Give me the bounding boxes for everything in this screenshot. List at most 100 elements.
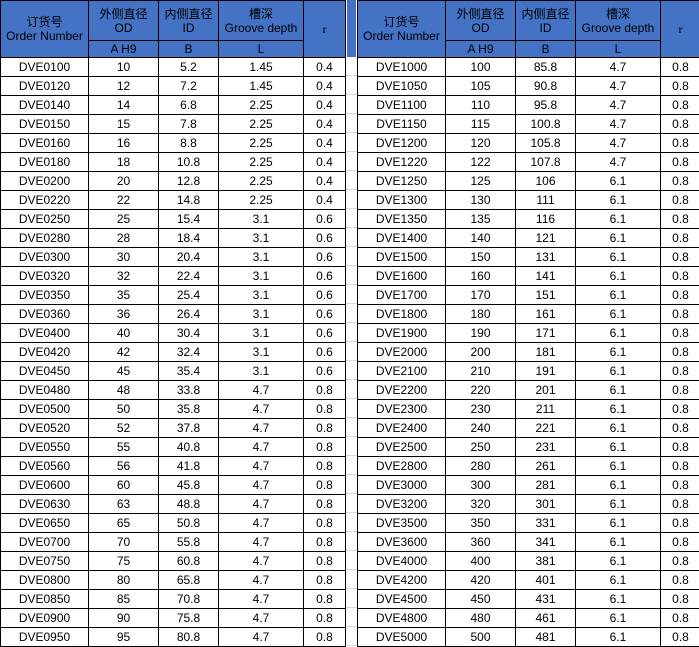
groove-depth-cell: 4.7 <box>218 570 304 590</box>
table-row: DVE0550 55 40.8 4.7 0.8 <box>0 437 346 457</box>
groove-depth-subheader: L <box>575 40 661 58</box>
table-row: DVE1700 170 151 6.1 0.8 <box>357 285 699 305</box>
id-cell: 32.4 <box>158 342 219 362</box>
od-header: 外侧直径 OD <box>88 0 159 41</box>
groove-depth-cell: 4.7 <box>218 399 304 419</box>
table-row: DVE2000 200 181 6.1 0.8 <box>357 342 699 362</box>
groove-depth-cell: 6.1 <box>575 342 661 362</box>
order-number-cell: DVE0280 <box>0 228 89 248</box>
r-cell: 0.6 <box>303 285 346 305</box>
order-number-cell: DVE0350 <box>0 285 89 305</box>
gutter-cell <box>346 95 357 114</box>
id-cell: 107.8 <box>515 152 576 172</box>
od-cell: 20 <box>88 171 159 191</box>
od-cell: 22 <box>88 190 159 210</box>
od-cell: 42 <box>88 342 159 362</box>
groove-depth-cell: 6.1 <box>575 608 661 628</box>
r-cell: 0.8 <box>660 380 699 400</box>
od-subheader: A H9 <box>445 40 516 58</box>
table-row: DVE2200 220 201 6.1 0.8 <box>357 380 699 400</box>
od-cell: 18 <box>88 152 159 172</box>
r-cell: 0.8 <box>660 361 699 381</box>
table-row: DVE4200 420 401 6.1 0.8 <box>357 570 699 590</box>
id-header-en: ID <box>539 20 552 35</box>
order-number-cell: DVE1350 <box>357 209 446 229</box>
od-header-zh: 外侧直径 <box>99 6 148 21</box>
table-row: DVE2300 230 211 6.1 0.8 <box>357 399 699 419</box>
order-number-cell: DVE0220 <box>0 190 89 210</box>
r-cell: 0.8 <box>660 57 699 77</box>
gutter-cell <box>346 551 357 570</box>
groove-depth-cell: 6.1 <box>575 190 661 210</box>
od-header-en: OD <box>471 20 490 35</box>
gutter-cell <box>346 133 357 152</box>
table-row: DVE3600 360 341 6.1 0.8 <box>357 532 699 552</box>
order-number-cell: DVE3000 <box>357 475 446 495</box>
od-cell: 300 <box>445 475 516 495</box>
order-number-cell: DVE0420 <box>0 342 89 362</box>
id-cell: 281 <box>515 475 576 495</box>
od-cell: 125 <box>445 171 516 191</box>
groove-depth-cell: 6.1 <box>575 266 661 286</box>
id-cell: 221 <box>515 418 576 438</box>
table-row: DVE1050 105 90.8 4.7 0.8 <box>357 76 699 96</box>
od-cell: 160 <box>445 266 516 286</box>
order-number-cell: DVE1300 <box>357 190 446 210</box>
od-cell: 100 <box>445 57 516 77</box>
order-number-cell: DVE0650 <box>0 513 89 533</box>
table-row: DVE2800 280 261 6.1 0.8 <box>357 456 699 476</box>
groove-depth-cell: 4.7 <box>575 95 661 115</box>
id-cell: 25.4 <box>158 285 219 305</box>
r-cell: 0.4 <box>303 152 346 172</box>
od-header: 外侧直径 OD <box>445 0 516 41</box>
id-cell: 26.4 <box>158 304 219 324</box>
od-cell: 30 <box>88 247 159 267</box>
r-cell: 0.8 <box>303 418 346 438</box>
gutter-cell <box>346 285 357 304</box>
id-cell: 331 <box>515 513 576 533</box>
id-cell: 161 <box>515 304 576 324</box>
r-header: r <box>303 0 346 58</box>
id-cell: 37.8 <box>158 418 219 438</box>
table-row: DVE1250 125 106 6.1 0.8 <box>357 171 699 191</box>
order-number-cell: DVE0200 <box>0 171 89 191</box>
id-cell: 8.8 <box>158 133 219 153</box>
table-row: DVE1200 120 105.8 4.7 0.8 <box>357 133 699 153</box>
od-cell: 280 <box>445 456 516 476</box>
r-cell: 0.8 <box>303 551 346 571</box>
table-row: DVE0160 16 8.8 2.25 0.4 <box>0 133 346 153</box>
order-number-cell: DVE1700 <box>357 285 446 305</box>
table-row: DVE0220 22 14.8 2.25 0.4 <box>0 190 346 210</box>
order-number-cell: DVE3500 <box>357 513 446 533</box>
id-cell: 341 <box>515 532 576 552</box>
groove-depth-cell: 6.1 <box>575 513 661 533</box>
groove-depth-cell: 4.7 <box>218 627 304 647</box>
groove-depth-header-en: Groove depth <box>581 20 655 35</box>
groove-depth-cell: 4.7 <box>575 152 661 172</box>
r-cell: 0.6 <box>303 361 346 381</box>
order-number-cell: DVE0150 <box>0 114 89 134</box>
table-row: DVE0700 70 55.8 4.7 0.8 <box>0 532 346 552</box>
id-cell: 90.8 <box>515 76 576 96</box>
table-row: DVE1300 130 111 6.1 0.8 <box>357 190 699 210</box>
order-number-cell: DVE2200 <box>357 380 446 400</box>
order-number-cell: DVE2000 <box>357 342 446 362</box>
r-cell: 0.4 <box>303 76 346 96</box>
order-number-cell: DVE0560 <box>0 456 89 476</box>
table-row: DVE0200 20 12.8 2.25 0.4 <box>0 171 346 191</box>
od-cell: 85 <box>88 589 159 609</box>
id-cell: 14.8 <box>158 190 219 210</box>
id-header-zh: 内侧直径 <box>521 6 570 21</box>
groove-depth-cell: 6.1 <box>575 285 661 305</box>
od-cell: 130 <box>445 190 516 210</box>
gutter-cell <box>346 437 357 456</box>
table-row: DVE1000 100 85.8 4.7 0.8 <box>357 57 699 77</box>
groove-depth-cell: 4.7 <box>218 551 304 571</box>
order-number-cell: DVE2400 <box>357 418 446 438</box>
od-cell: 400 <box>445 551 516 571</box>
r-cell: 0.8 <box>660 323 699 343</box>
groove-depth-cell: 4.7 <box>218 380 304 400</box>
r-cell: 0.6 <box>303 209 346 229</box>
r-cell: 0.8 <box>660 76 699 96</box>
od-cell: 70 <box>88 532 159 552</box>
